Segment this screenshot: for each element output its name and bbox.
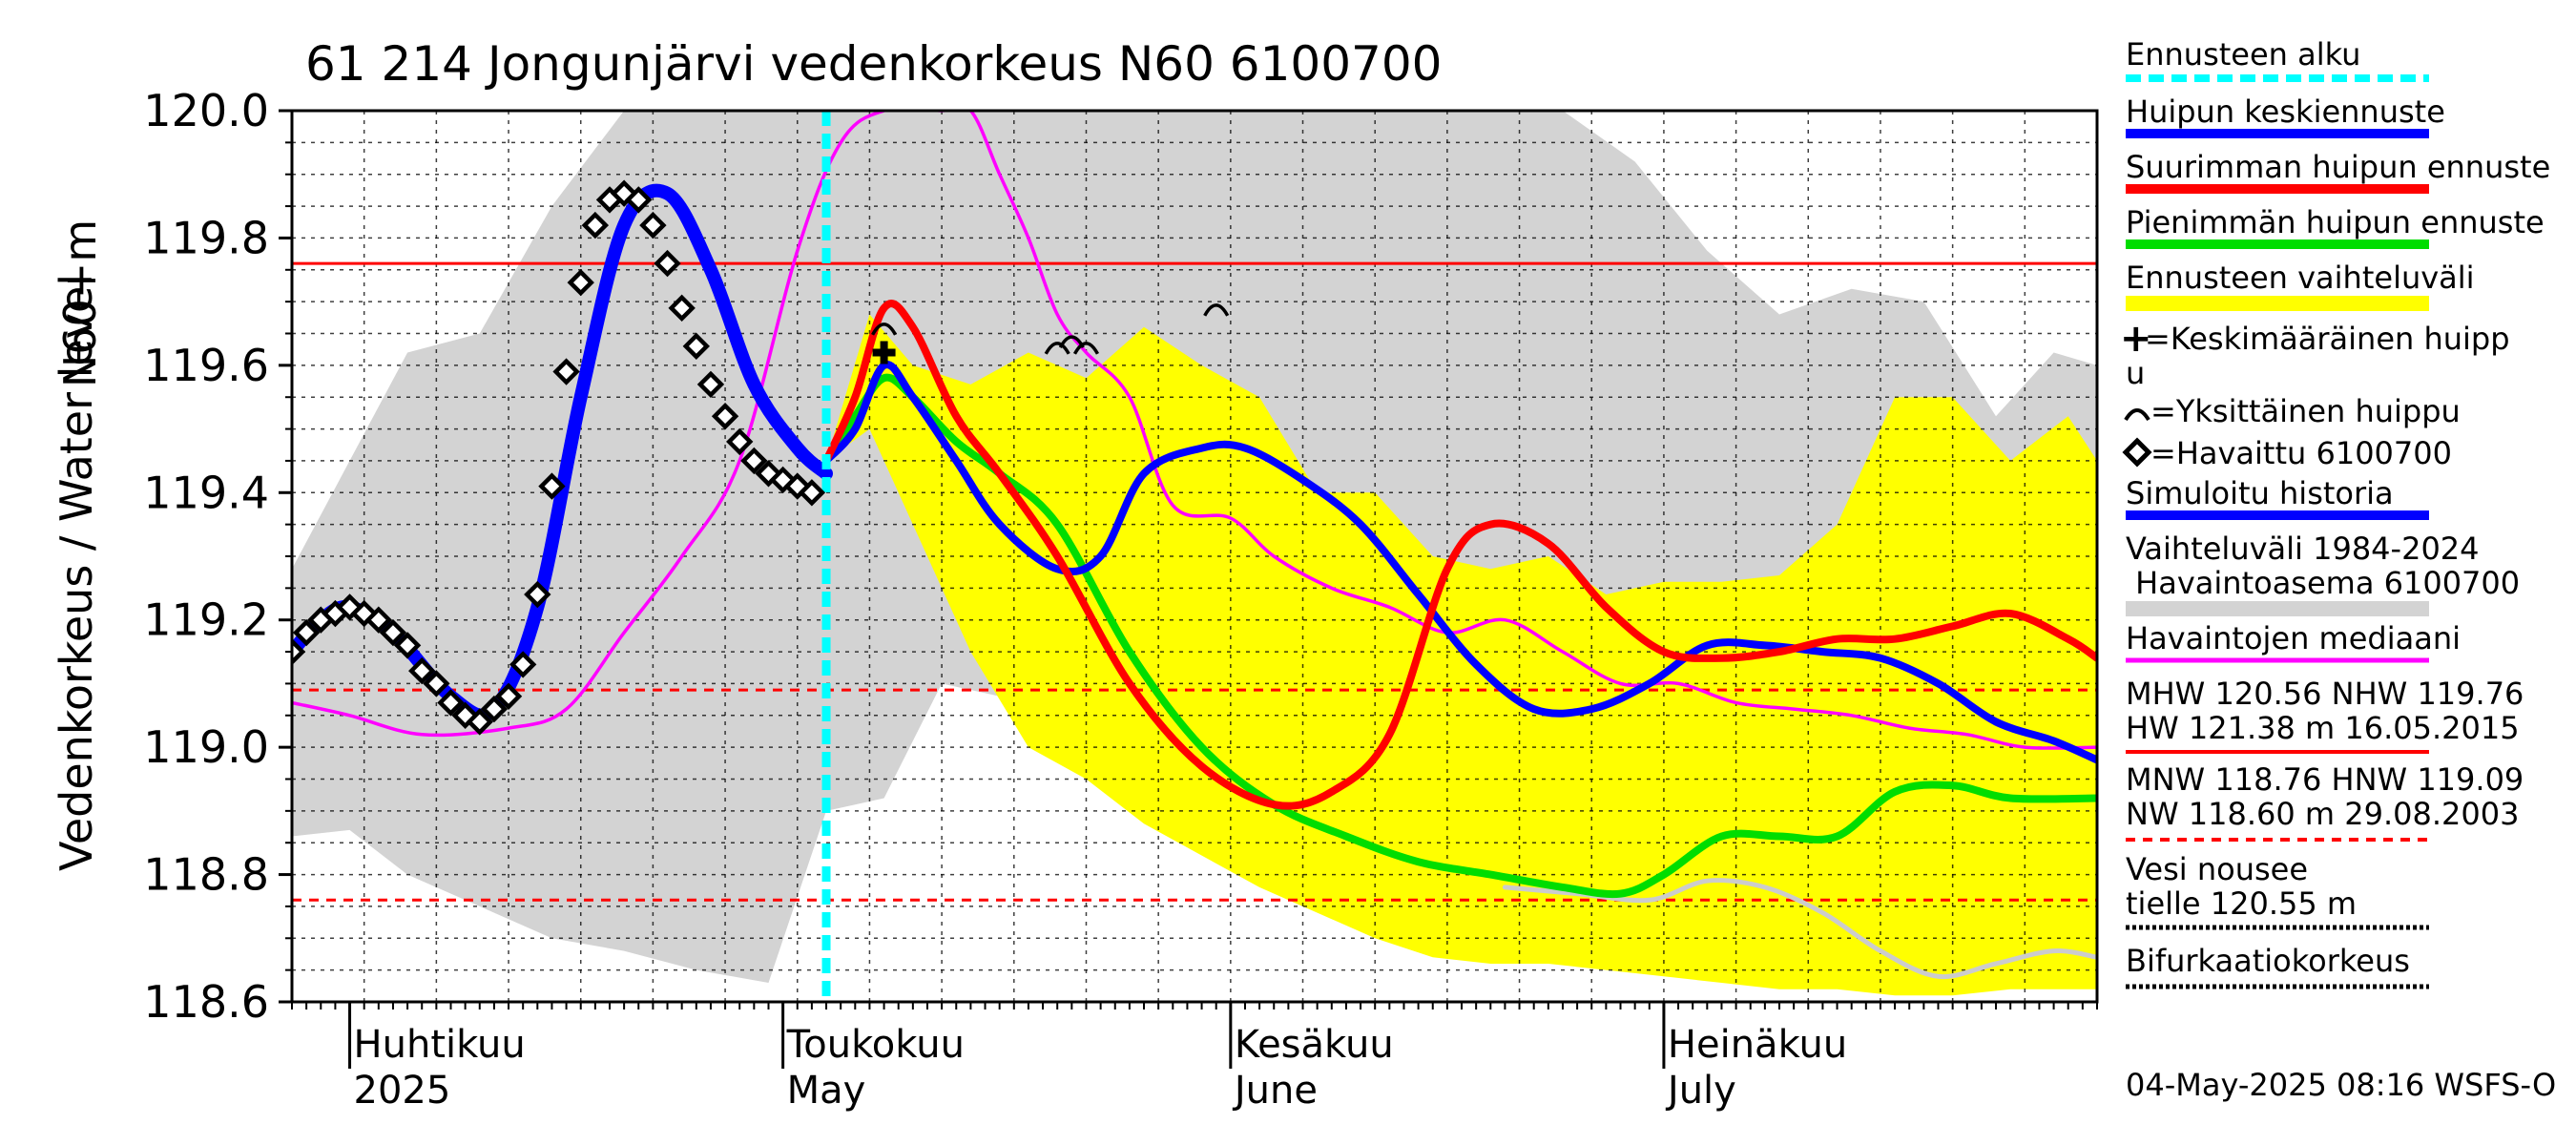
median-line (292, 111, 2097, 750)
y-tick-label: 119.4 (143, 467, 269, 518)
x-month-sublabel: May (787, 1069, 866, 1113)
min-forecast-line (822, 373, 2097, 899)
observed-point (408, 656, 436, 685)
observed-point (798, 479, 826, 507)
observed-point (494, 682, 523, 710)
legend-swatch-forecast-range (2126, 296, 2429, 311)
x-month-label: Toukokuu (786, 1023, 965, 1067)
mean-forecast-line (822, 361, 2097, 764)
legend-road-label-1: Vesi nousee (2126, 851, 2308, 887)
legend-mean-peak-label-cont: u (2126, 355, 2145, 391)
legend: Ennusteen alku Huipun keskiennuste Suuri… (2120, 36, 2550, 989)
observed-point (437, 689, 465, 717)
legend-swatch-history-range (2126, 601, 2429, 616)
legend-stats-low-1: MNW 118.76 HNW 119.09 (2126, 761, 2524, 798)
legend-observed-label: =Havaittu 6100700 (2150, 435, 2452, 471)
max-forecast-line (822, 300, 2097, 810)
legend-single-peak-label: =Yksittäinen huippu (2150, 393, 2461, 429)
mean-peak-marker (872, 341, 896, 364)
legend-mean-peak-label: =Keskimääräinen huipp (2145, 321, 2510, 357)
x-month-label: Kesäkuu (1235, 1023, 1394, 1067)
y-tick-label: 118.6 (143, 976, 269, 1028)
legend-peak-arc-icon (2124, 408, 2150, 422)
y-axis-label: Vedenkorkeus / Water level (51, 274, 102, 871)
y-tick-label: 118.8 (143, 849, 269, 901)
observed-point (769, 466, 797, 494)
observed-markers (292, 179, 1230, 736)
observed-point (610, 179, 638, 207)
observed-point (451, 701, 479, 729)
x-month-label: Huhtikuu (354, 1023, 526, 1067)
observed-point (423, 670, 450, 697)
observed-point (740, 447, 768, 475)
reference-lines (292, 261, 2097, 902)
observed-point (711, 403, 739, 430)
observed-point (552, 358, 580, 385)
y-tick-label: 119.2 (143, 594, 269, 646)
legend-bifurcation-label: Bifurkaatiokorkeus (2126, 943, 2410, 979)
observed-point (625, 186, 653, 214)
peak-arc-marker (871, 323, 898, 336)
legend-stats-high-1: MHW 120.56 NHW 119.76 (2126, 676, 2524, 712)
legend-item-forecast-start: Ennusteen alku (2126, 36, 2360, 73)
observed-point (393, 632, 422, 659)
y-tick-label: 119.8 (143, 212, 269, 263)
y-tick-label: 119.6 (143, 340, 269, 391)
x-month-sublabel: June (1232, 1069, 1318, 1113)
legend-simulated-label: Simuloitu historia (2126, 475, 2394, 511)
legend-diamond-icon (2122, 437, 2152, 468)
observed-point (350, 599, 378, 628)
observed-point (509, 651, 537, 678)
legend-item-max: Suurimman huipun ennuste (2126, 149, 2550, 185)
observed-point (480, 695, 509, 723)
observed-point (292, 618, 321, 647)
peak-arc-marker (1072, 342, 1100, 355)
observed-point (364, 606, 392, 634)
chart-title: 61 214 Jongunjärvi vedenkorkeus N60 6100… (305, 36, 1442, 92)
legend-median-label: Havaintojen mediaani (2126, 620, 2461, 656)
legend-road-label-2: tielle 120.55 m (2126, 885, 2357, 922)
observed-point (696, 370, 725, 399)
observed-point (466, 708, 493, 736)
y-axis-unit: N60+m (54, 219, 106, 387)
observed-point (668, 294, 696, 322)
observed-point (524, 580, 551, 609)
axes: 118.6 118.8 119.0 119.2 119.4 119.6 119.8 120.0… (143, 85, 2098, 1113)
observed-point (292, 637, 306, 666)
legend-stats-high-2: HW 121.38 m 16.05.2015 (2126, 710, 2520, 746)
peak-arc-marker (1203, 303, 1230, 317)
bands (292, 111, 2097, 996)
x-month-sublabel: July (1665, 1069, 1736, 1113)
x-month-sublabel: 2025 (354, 1069, 451, 1113)
y-tick-label: 119.0 (143, 721, 269, 773)
observed-point (654, 249, 681, 278)
legend-item-forecast-range: Ennusteen vaihteluväli (2126, 260, 2475, 296)
observed-point (538, 472, 566, 500)
forecast-range-band (826, 314, 2097, 996)
y-tick-label: 120.0 (143, 85, 269, 136)
legend-item-min: Pienimmän huipun ennuste (2126, 204, 2545, 240)
x-month-label: Heinäkuu (1668, 1023, 1847, 1067)
legend-range-label: Vaihteluväli 1984-2024 (2126, 531, 2480, 567)
plot-area (292, 111, 2097, 1002)
legend-plus-icon: + (2120, 317, 2152, 361)
observed-point (726, 427, 754, 456)
timestamp: 04-May-2025 08:16 WSFS-O (2126, 1067, 2556, 1103)
observed-point (581, 211, 610, 239)
observed-point (379, 618, 407, 647)
legend-stats-low-2: NW 118.60 m 29.08.2003 (2126, 796, 2519, 832)
min-history-line (1502, 878, 2097, 980)
observed-point (567, 268, 594, 297)
legend-item-mean: Huipun keskiennuste (2126, 94, 2445, 130)
observed-point (682, 332, 710, 361)
peak-arc-marker (1044, 342, 1070, 355)
observed-point (639, 211, 667, 239)
legend-station-label: Havaintoasema 6100700 (2126, 565, 2520, 601)
